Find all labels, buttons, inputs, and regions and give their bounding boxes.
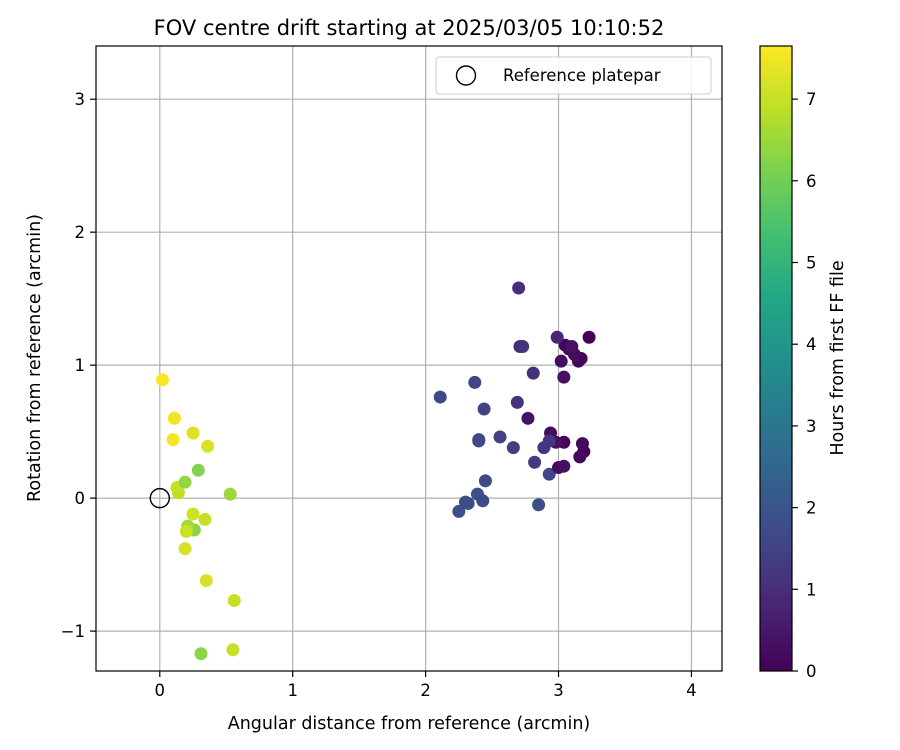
y-tick-label: 0 <box>75 489 86 508</box>
data-point <box>510 395 524 409</box>
x-tick-label: 0 <box>155 681 166 700</box>
data-point <box>468 375 482 389</box>
data-point <box>582 330 596 344</box>
data-point <box>476 494 490 508</box>
data-point <box>178 542 192 556</box>
y-tick-label: 1 <box>75 356 86 375</box>
data-point <box>201 439 215 453</box>
data-point <box>472 434 486 448</box>
axis-ticks: 0 1 2 3 4 −1 0 1 2 3 <box>61 90 697 700</box>
data-point <box>526 366 540 380</box>
y-tick-label: −1 <box>61 622 85 641</box>
data-point <box>554 354 568 368</box>
legend-box <box>435 56 712 95</box>
y-axis-label: Rotation from reference (arcmin) <box>25 214 45 502</box>
data-point <box>227 594 241 608</box>
data-point <box>493 430 507 444</box>
x-tick-label: 3 <box>553 681 564 700</box>
data-point <box>521 411 535 425</box>
data-point <box>542 467 556 481</box>
data-point <box>557 370 571 384</box>
data-point <box>516 340 530 354</box>
data-point <box>194 647 208 661</box>
x-tick-label: 4 <box>686 681 697 700</box>
data-point <box>461 496 475 510</box>
colorbar-tick-label: 2 <box>806 499 817 518</box>
data-point <box>452 504 466 518</box>
data-point <box>433 390 447 404</box>
data-point <box>186 426 200 440</box>
data-point <box>179 524 193 538</box>
grid-lines <box>96 46 722 671</box>
y-tick-label: 3 <box>75 90 86 109</box>
data-point <box>198 512 212 526</box>
data-point <box>478 474 492 488</box>
data-point <box>477 402 491 416</box>
data-point <box>565 340 579 354</box>
x-tick-label: 1 <box>287 681 298 700</box>
data-point <box>532 498 546 512</box>
data-point <box>223 487 237 501</box>
data-point <box>178 475 192 489</box>
data-point <box>528 455 542 469</box>
data-point <box>167 411 181 425</box>
colorbar-label: Hours from first FF file <box>828 260 848 455</box>
colorbar-tick-label: 3 <box>806 417 817 436</box>
x-axis-label: Angular distance from reference (arcmin) <box>228 714 591 734</box>
data-point <box>226 643 240 657</box>
legend-marker-icon <box>455 65 477 86</box>
data-point <box>542 434 556 448</box>
colorbar-ticks: 0 1 2 3 4 5 6 7 <box>792 90 817 681</box>
data-point <box>155 373 169 387</box>
colorbar-tick-label: 1 <box>806 580 817 599</box>
colorbar: 0 1 2 3 4 5 6 7 Hours from first FF file <box>759 45 848 681</box>
data-point <box>191 463 205 477</box>
data-points <box>155 281 596 661</box>
data-point <box>199 574 213 588</box>
data-point <box>166 433 180 447</box>
chart-title: FOV centre drift starting at 2025/03/05 … <box>154 16 665 40</box>
data-point <box>186 507 200 521</box>
colorbar-gradient <box>759 45 793 672</box>
data-point <box>550 330 564 344</box>
data-point <box>575 437 589 451</box>
colorbar-tick-label: 4 <box>806 335 817 354</box>
data-point <box>506 441 520 455</box>
reference-platepar-marker <box>149 487 170 509</box>
x-tick-label: 2 <box>420 681 431 700</box>
y-tick-label: 2 <box>75 223 86 242</box>
colorbar-tick-label: 7 <box>806 90 817 109</box>
plot-frame <box>95 45 723 672</box>
data-point <box>557 459 571 473</box>
colorbar-tick-label: 5 <box>806 254 817 273</box>
legend-label: Reference platepar <box>503 66 661 85</box>
data-point <box>512 281 526 295</box>
data-point <box>573 450 587 464</box>
legend: Reference platepar <box>435 56 712 95</box>
colorbar-tick-label: 0 <box>806 662 817 681</box>
colorbar-tick-label: 6 <box>806 172 817 191</box>
